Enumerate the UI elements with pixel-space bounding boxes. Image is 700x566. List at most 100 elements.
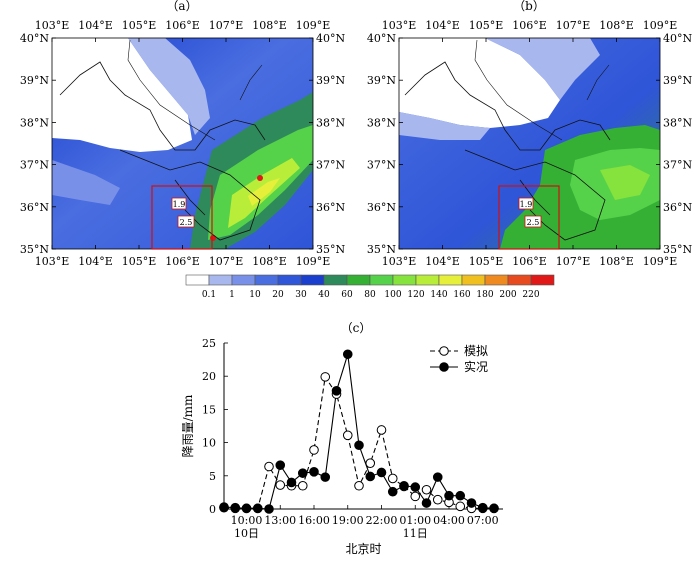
y-tick-label: 10: [202, 437, 216, 450]
series-point-1: [387, 473, 398, 484]
series-point-2: [477, 502, 488, 513]
legend-marker: [439, 362, 449, 372]
map-a-lon-label-bottom: 106°E: [165, 255, 200, 268]
series-point-2: [387, 486, 398, 497]
map-a-lon-label-top: 108°E: [252, 19, 287, 32]
map-a-lon-label-bottom: 108°E: [252, 255, 287, 268]
x-tick-label: 13:00: [264, 514, 296, 527]
map-a-rain-max: [248, 178, 280, 206]
colorbar-swatch: [530, 274, 555, 286]
series-point-2: [320, 472, 331, 482]
x-tick-label: 10:00: [231, 514, 263, 527]
map-b-lat-label-right: 38°N: [663, 116, 692, 129]
map-b-lon-label-top: 107°E: [556, 19, 591, 32]
map-a-lon-label-top: 105°E: [122, 19, 157, 32]
colorbar-swatch: [438, 274, 463, 286]
colorbar-swatch: [254, 274, 279, 286]
map-b-rain-peak: [600, 165, 650, 200]
series-point-2: [252, 503, 263, 514]
map-b-site2-box: [524, 215, 542, 228]
map-a-lon-label-bottom: 103°E: [35, 255, 70, 268]
map-b-light-area: [399, 38, 600, 140]
map-a-light-area: [128, 38, 210, 135]
map-a-lon-label-bottom: 107°E: [209, 255, 244, 268]
map-a-lon-label-top: 109°E: [296, 19, 331, 32]
map-a-lat-label-right: 37°N: [316, 159, 345, 172]
map-b-lon-label-top: 109°E: [643, 19, 678, 32]
map-a-site1-box: [171, 197, 187, 210]
series-point-2: [410, 482, 421, 492]
series-point-2: [444, 490, 454, 501]
map-b-lat-label-right: 40°N: [663, 32, 692, 45]
map-b-lon-label-top: 105°E: [469, 19, 504, 32]
map-b-site1-label: 1.9: [520, 200, 533, 209]
colorbar-swatch: [323, 274, 348, 286]
x-axis-label: 北京时: [345, 542, 381, 556]
map-b-lon-label-bottom: 105°E: [469, 255, 504, 268]
colorbar-swatch: [346, 274, 371, 286]
x-date-label: 11日: [403, 527, 428, 540]
map-a-lon-label-bottom: 105°E: [122, 255, 157, 268]
map-a-site1-label: 1.9: [173, 200, 186, 209]
map-a-lat-label-left: 39°N: [20, 74, 49, 87]
series-point-2: [331, 386, 342, 396]
map-b-dry-area: [399, 38, 560, 128]
map-a-max-dot: [257, 175, 263, 181]
colorbar-tick-label: 180: [476, 290, 493, 300]
map-b-lon-label-bottom: 107°E: [556, 255, 591, 268]
map-a-lat-label-right: 40°N: [316, 32, 345, 45]
map-a-lat-label-right: 38°N: [316, 116, 345, 129]
map-a-lon-label-top: 103°E: [35, 19, 70, 32]
series-point-1: [297, 480, 308, 491]
y-tick-label: 25: [202, 337, 216, 350]
colorbar-swatch: [461, 274, 486, 286]
colorbar-tick-label: 40: [318, 290, 330, 300]
panel-a-label: （a）: [166, 0, 197, 13]
series-point-2: [230, 502, 241, 513]
map-b-lon-label-bottom: 103°E: [382, 255, 417, 268]
series-point-1: [432, 494, 443, 505]
colorbar: 0.1 1 10 20 30 40 60 80 100 120 140 160 180 200 220: [185, 274, 555, 300]
series-point-2: [365, 471, 376, 482]
series-point-2: [466, 498, 477, 508]
series-point-2: [264, 504, 274, 514]
colorbar-tick-label: 1: [229, 290, 235, 300]
map-b-border: [404, 61, 611, 241]
colorbar-tick-label: 10: [249, 290, 261, 300]
map-b: [399, 38, 660, 249]
series-point-2: [219, 502, 229, 512]
map-b-lon-label-top: 103°E: [382, 19, 417, 32]
map-b-lon-label-bottom: 108°E: [599, 255, 634, 268]
rainfall-chart: 0 5 10 15 20 25 10:00 13:00 16:00 19:00 22:00 01:00…: [181, 337, 503, 556]
map-a: [52, 38, 313, 249]
x-date-label: 10日: [234, 527, 259, 540]
colorbar-tick-label: 60: [341, 290, 353, 300]
map-b-lat-label-right: 37°N: [663, 159, 692, 172]
map-b-lat-label-left: 35°N: [367, 243, 396, 256]
map-axes: 103°E 103°E 104°E 104°E 105°E 105°E 106°E 106°E…: [20, 19, 693, 268]
colorbar-tick-label: 30: [295, 290, 307, 300]
map-a-lon-label-bottom: 104°E: [78, 255, 113, 268]
series-point-1: [421, 484, 432, 495]
y-tick-label: 5: [209, 470, 216, 483]
y-tick-label: 15: [202, 403, 216, 416]
map-a-lat-label-right: 36°N: [316, 201, 345, 214]
series-point-2: [342, 349, 353, 360]
map-a-lon-label-bottom: 109°E: [296, 255, 331, 268]
map-a-lat-label-left: 37°N: [20, 159, 49, 172]
map-a-lat-label-left: 40°N: [20, 32, 49, 45]
series-point-1: [275, 480, 286, 490]
map-a-lat-label-left: 36°N: [20, 201, 49, 214]
colorbar-swatch: [231, 274, 256, 286]
series-point-2: [376, 467, 387, 478]
map-a-lat-label-left: 38°N: [20, 116, 49, 129]
colorbar-tick-label: 80: [364, 290, 376, 300]
series-point-1: [455, 501, 466, 512]
series-point-2: [241, 503, 252, 514]
x-tick-label: 04:00: [433, 514, 465, 527]
map-b-lon-label-bottom: 109°E: [643, 255, 678, 268]
map-b-lon-label-top: 106°E: [512, 19, 547, 32]
map-a-site2-box: [177, 215, 195, 228]
y-tick-label: 0: [209, 503, 216, 516]
colorbar-tick-label: 20: [272, 290, 284, 300]
